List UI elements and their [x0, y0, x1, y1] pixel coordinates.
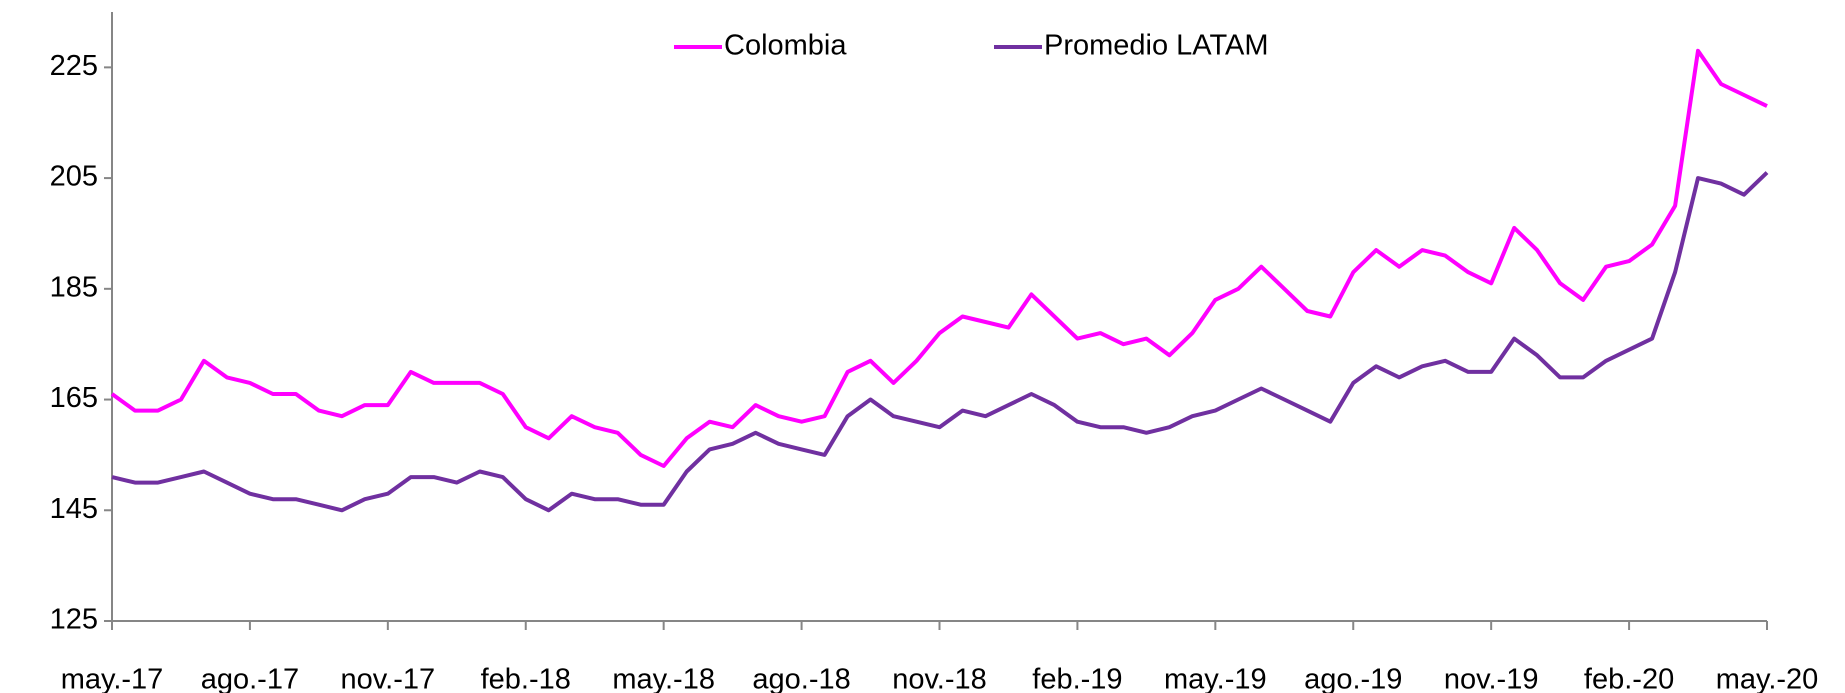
- legend-label: Colombia: [724, 30, 847, 62]
- x-tick-label: feb.-20: [1584, 664, 1674, 693]
- x-tick-label: may.-20: [1716, 664, 1819, 693]
- y-tick-label: 225: [50, 50, 98, 82]
- x-tick-label: feb.-19: [1032, 664, 1122, 693]
- y-tick-label: 205: [50, 161, 98, 193]
- series-line: [110, 48, 1768, 468]
- y-tick-label: 145: [50, 493, 98, 525]
- x-tick-label: nov.-17: [341, 664, 436, 693]
- x-tick-label: ago.-18: [752, 664, 850, 693]
- y-tick-label: 125: [50, 604, 98, 636]
- series-line: [111, 171, 1769, 513]
- y-tick-label: 165: [50, 382, 98, 414]
- legend-label: Promedio LATAM: [1044, 30, 1269, 62]
- x-tick-label: ago.-19: [1304, 664, 1402, 693]
- x-tick-label: may.-17: [61, 664, 164, 693]
- y-tick-label: 185: [50, 271, 98, 303]
- x-tick-label: ago.-17: [201, 664, 299, 693]
- x-tick-label: nov.-19: [1444, 664, 1539, 693]
- x-tick-label: feb.-18: [481, 664, 571, 693]
- x-tick-label: may.-19: [1164, 664, 1267, 693]
- x-tick-label: nov.-18: [892, 664, 987, 693]
- x-tick-label: may.-18: [612, 664, 715, 693]
